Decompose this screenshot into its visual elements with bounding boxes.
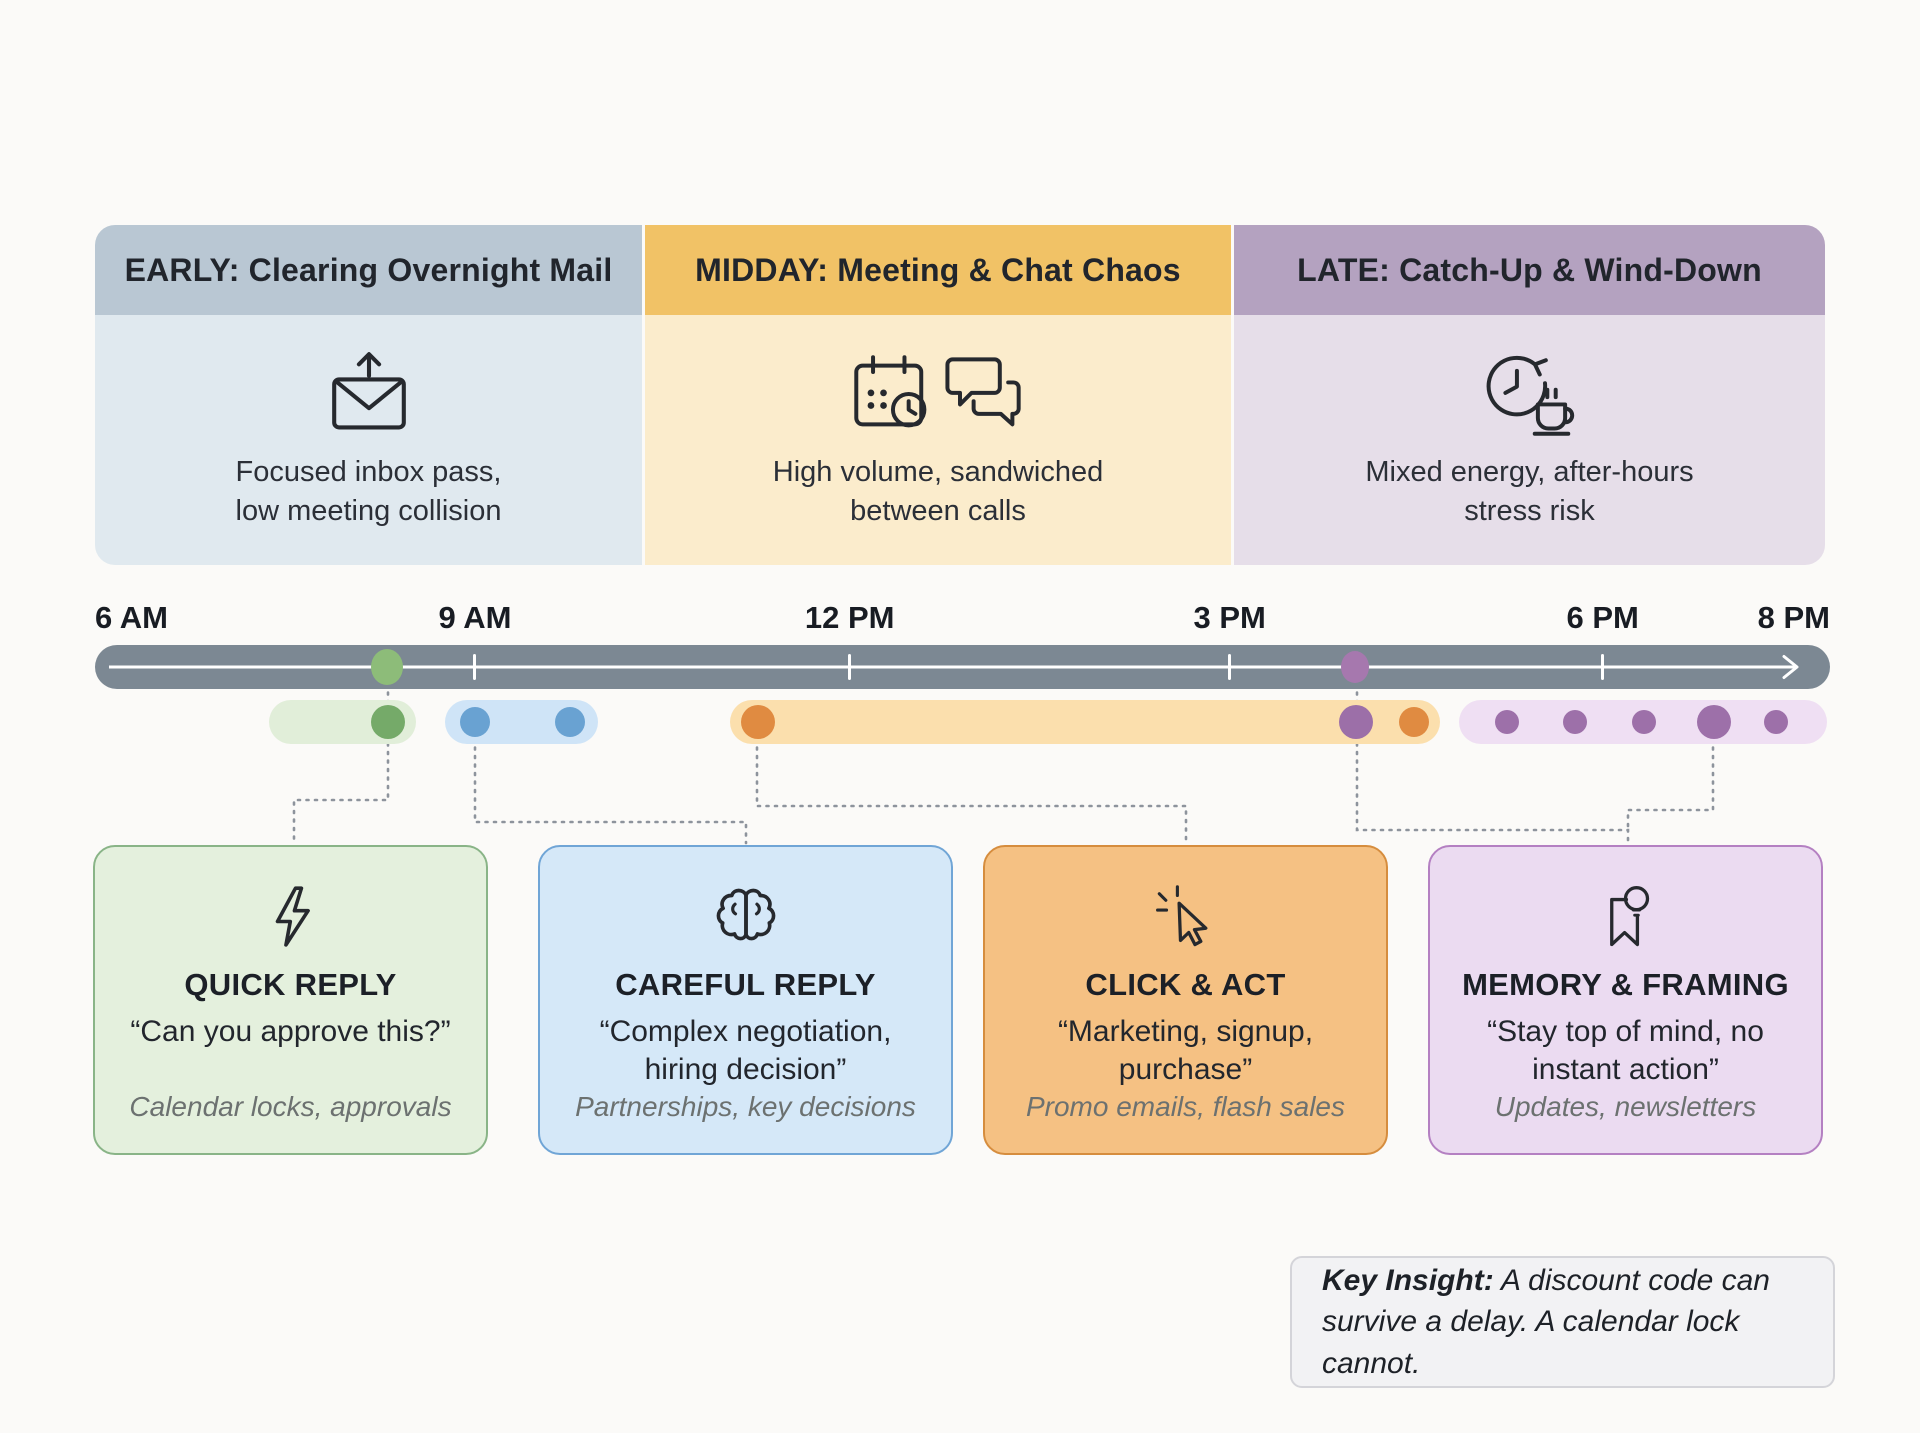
quote-line: “Complex negotiation, bbox=[599, 1015, 892, 1048]
timeline-marker-dot bbox=[371, 649, 404, 685]
connector-memory-2 bbox=[1626, 720, 1715, 834]
card-quote: “Marketing, signup, purchase” bbox=[1058, 1013, 1313, 1089]
section-midday-body: High volume, sandwiched between calls bbox=[645, 315, 1231, 565]
timeline-tick bbox=[848, 654, 852, 680]
description-line: Focused inbox pass, bbox=[235, 456, 502, 488]
card-subtext: Promo emails, flash sales bbox=[1025, 1091, 1345, 1122]
quick-reply-window bbox=[268, 700, 416, 744]
memory-framing-window-dot bbox=[1696, 705, 1731, 739]
quote-line: “Stay top of mind, no bbox=[1487, 1015, 1764, 1048]
quote-line: instant action” bbox=[1532, 1053, 1719, 1087]
mail-send-icon bbox=[321, 341, 417, 449]
calendar-clock-chat-icon bbox=[852, 341, 1024, 449]
click-act-window-dot bbox=[1339, 705, 1374, 739]
careful-reply-window-dot bbox=[459, 707, 490, 737]
key-insight-text: Key Insight: A discount code can survive… bbox=[1322, 1260, 1803, 1384]
description-line: High volume, sandwiched bbox=[772, 456, 1104, 488]
click-act-window-dot bbox=[1398, 707, 1429, 737]
section-early-title: EARLY: Clearing Overnight Mail bbox=[95, 225, 642, 315]
click-act-window bbox=[730, 700, 1440, 744]
connector-memory-1 bbox=[1355, 665, 1630, 845]
quote-line: “Can you approve this?” bbox=[130, 1015, 451, 1048]
timeline-tick bbox=[473, 654, 477, 680]
quote-line: purchase” bbox=[1118, 1053, 1253, 1087]
card-quote: “Complex negotiation, hiring decision” bbox=[600, 1013, 892, 1089]
timeline-activity-pills bbox=[0, 700, 1920, 744]
connector-click-act bbox=[755, 720, 1188, 845]
key-insight-label: Key Insight: bbox=[1322, 1263, 1494, 1297]
description-line: Mixed energy, after-hours bbox=[1365, 456, 1694, 488]
timeline-tick bbox=[1228, 654, 1232, 680]
card-careful-reply: CAREFUL REPLY “Complex negotiation, hiri… bbox=[538, 845, 953, 1155]
timeline-tick bbox=[1601, 654, 1605, 680]
bookmark-bulb-icon bbox=[1598, 873, 1653, 961]
time-label: 12 PM bbox=[804, 600, 895, 635]
section-midday-description: High volume, sandwiched between calls bbox=[773, 453, 1103, 530]
click-act-window-dot bbox=[740, 705, 775, 739]
card-title: CLICK & ACT bbox=[1085, 967, 1286, 1002]
card-click-act: CLICK & ACT “Marketing, signup, purchase… bbox=[983, 845, 1388, 1155]
time-label: 3 PM bbox=[1193, 600, 1266, 635]
careful-reply-window bbox=[445, 700, 599, 744]
key-insight-line: A discount code can bbox=[1493, 1263, 1770, 1297]
section-midday-title: MIDDAY: Meeting & Chat Chaos bbox=[645, 225, 1231, 315]
timeline-axis-arrow-icon bbox=[109, 655, 1799, 679]
brain-icon bbox=[707, 873, 785, 961]
memory-framing-window-dot bbox=[1562, 710, 1587, 734]
memory-framing-window bbox=[1458, 700, 1827, 744]
time-label: 6 PM bbox=[1566, 600, 1639, 635]
key-insight-box: Key Insight: A discount code can survive… bbox=[1290, 1256, 1835, 1388]
quote-line: “Marketing, signup, bbox=[1057, 1015, 1314, 1048]
careful-reply-window-dot bbox=[555, 707, 586, 737]
quote-line: hiring decision” bbox=[644, 1053, 847, 1087]
lightning-bolt-icon bbox=[264, 873, 318, 961]
quick-reply-window-dot bbox=[371, 705, 406, 739]
section-midday: MIDDAY: Meeting & Chat Chaos High volume… bbox=[645, 225, 1231, 565]
section-late-body: Mixed energy, after-hours stress risk bbox=[1234, 315, 1825, 565]
card-subtext: Partnerships, key decisions bbox=[575, 1091, 916, 1122]
connector-careful-reply bbox=[473, 720, 748, 845]
memory-framing-window-dot bbox=[1764, 710, 1789, 734]
section-late-title: LATE: Catch-Up & Wind-Down bbox=[1234, 225, 1825, 315]
clock-coffee-icon bbox=[1481, 341, 1578, 449]
section-late-description: Mixed energy, after-hours stress risk bbox=[1365, 453, 1693, 530]
card-title: QUICK REPLY bbox=[184, 967, 397, 1002]
description-line: stress risk bbox=[1464, 494, 1595, 527]
time-label: 8 PM bbox=[1757, 600, 1830, 635]
card-memory-framing: MEMORY & FRAMING “Stay top of mind, no i… bbox=[1428, 845, 1823, 1155]
time-label: 9 AM bbox=[438, 600, 512, 635]
cursor-click-icon bbox=[1155, 873, 1217, 961]
card-subtext: Updates, newsletters bbox=[1494, 1091, 1757, 1122]
card-title: CAREFUL REPLY bbox=[615, 967, 876, 1002]
memory-framing-window-dot bbox=[1632, 710, 1657, 734]
connector-quick-reply bbox=[292, 665, 390, 845]
memory-framing-window-dot bbox=[1495, 710, 1520, 734]
card-title: MEMORY & FRAMING bbox=[1462, 967, 1789, 1002]
card-subtext: Calendar locks, approvals bbox=[129, 1091, 452, 1122]
section-early: EARLY: Clearing Overnight Mail Focused i… bbox=[95, 225, 642, 565]
section-early-description: Focused inbox pass, low meeting collisio… bbox=[236, 453, 502, 530]
key-insight-line: survive a delay. A calendar lock cannot. bbox=[1322, 1305, 1740, 1380]
timeline-bar bbox=[95, 645, 1830, 689]
card-quote: “Stay top of mind, no instant action” bbox=[1487, 1013, 1764, 1089]
timeline-marker-dot bbox=[1341, 651, 1370, 683]
section-late: LATE: Catch-Up & Wind-Down Mixed energy,… bbox=[1234, 225, 1825, 565]
description-line: low meeting collision bbox=[235, 494, 502, 527]
section-early-body: Focused inbox pass, low meeting collisio… bbox=[95, 315, 642, 565]
card-quote: “Can you approve this?” bbox=[130, 1013, 450, 1051]
card-quick-reply: QUICK REPLY “Can you approve this?” Cale… bbox=[93, 845, 488, 1155]
description-line: between calls bbox=[850, 494, 1026, 527]
time-label: 6 AM bbox=[95, 600, 168, 635]
